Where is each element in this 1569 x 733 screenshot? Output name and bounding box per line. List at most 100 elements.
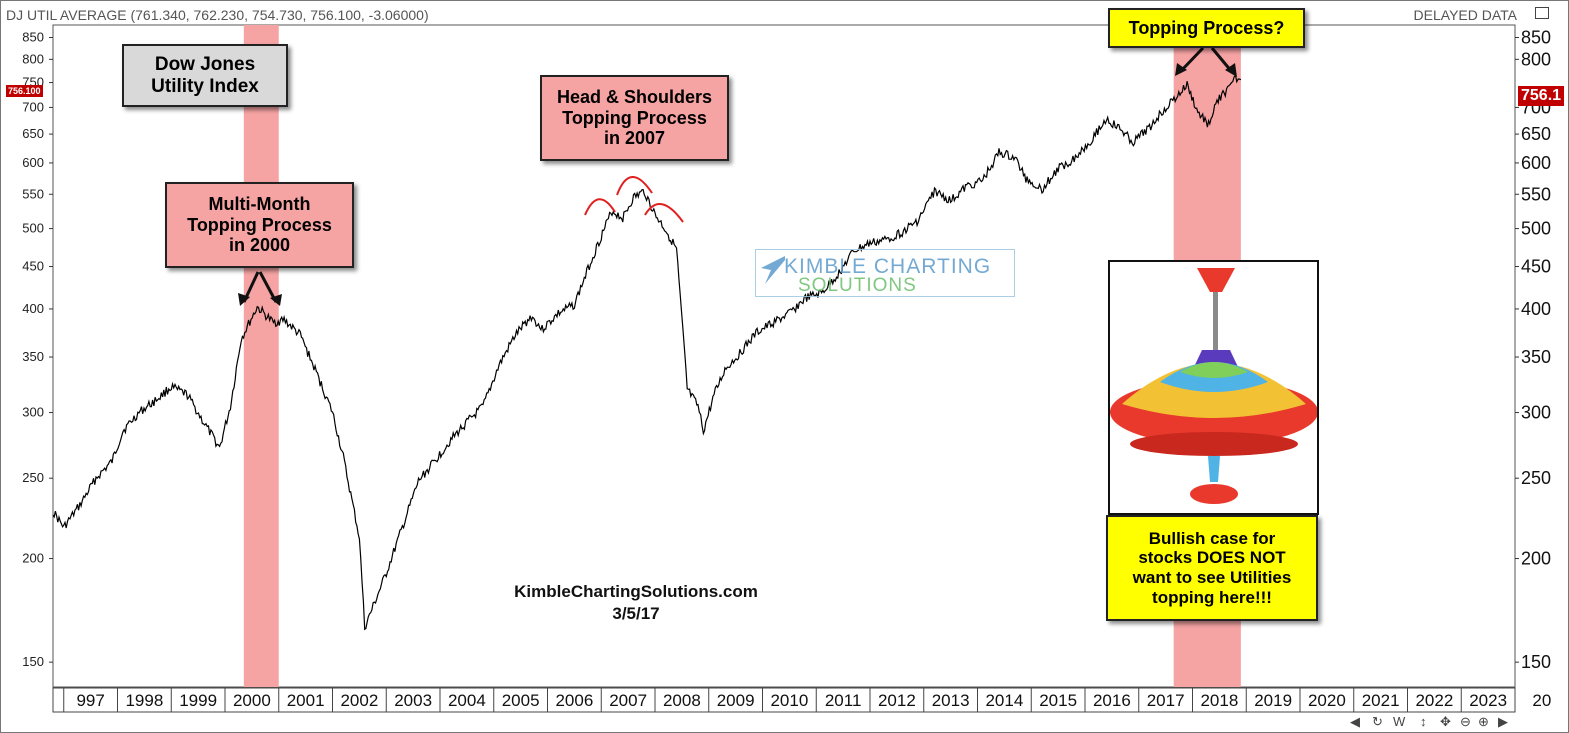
y-tick-left-label: 800 [22,51,44,66]
y-tick-right-label: 250 [1521,468,1551,488]
bullish-line4: topping here!!! [1152,587,1272,607]
y-tick-left-label: 300 [22,405,44,420]
bullish-case-callout: Bullish case for stocks DOES NOT want to… [1106,515,1318,621]
x-tick-label: 2002 [340,691,378,710]
bullish-line2: stocks DOES NOT [1138,548,1286,568]
arrowhead-top-left [1175,63,1187,76]
height-icon[interactable]: ↕ [1420,714,1427,729]
y-tick-right-label: 650 [1521,124,1551,144]
y-tick-right-label: 350 [1521,347,1551,367]
y-tick-right-label: 850 [1521,27,1551,47]
scroll-left-icon[interactable]: ◀ [1350,714,1360,729]
x-tick-label: 2012 [878,691,916,710]
y-tick-left-label: 200 [22,551,44,566]
y-tick-left-label: 400 [22,301,44,316]
axis-ticks-layer: 8508007507006506005505004504003503002502… [22,27,1551,713]
y-tick-left-label: 350 [22,349,44,364]
zoom-out-icon[interactable]: ⊖ [1460,714,1471,729]
x-tick-label: 2007 [609,691,647,710]
x-tick-label: 2017 [1147,691,1185,710]
x-tick-label: 997 [76,691,104,710]
watermark-line2: SOLUTIONS [798,275,917,296]
y-tick-left-label: 600 [22,155,44,170]
series-layer [52,74,1242,631]
y-tick-left-label: 850 [22,29,44,44]
scroll-right-icon[interactable]: ▶ [1498,714,1508,729]
highlight-band-0 [243,25,279,687]
y-tick-right-label: 550 [1521,184,1551,204]
move-icon[interactable]: ✥ [1440,714,1451,729]
chart-header-title: DJ UTIL AVERAGE (761.340, 762.230, 754.7… [6,7,429,23]
bullish-line3: want to see Utilities [1132,568,1292,587]
multi-month-line3: in 2000 [228,235,291,256]
x-tick-label: 2009 [717,691,755,710]
x-tick-label: 2020 [1308,691,1346,710]
y-tick-left-label: 150 [22,654,44,669]
y-tick-left-label: 250 [22,470,44,485]
delayed-data-label: DELAYED DATA [1413,7,1517,23]
x-tick-label: 2000 [233,691,271,710]
x-tick-label: 2011 [825,691,862,710]
head-arc [616,176,653,196]
dow-jones-line1: Dow Jones [154,53,256,75]
y-tick-right-label: 450 [1521,257,1551,277]
price-tag-right: 756.1 [1518,86,1565,106]
x-tick-label: 2021 [1362,691,1400,710]
head-shoulders-line1: Head & Shoulders [556,86,713,107]
y-tick-right-label: 500 [1521,219,1551,239]
x-tick-label: 2013 [932,691,970,710]
bullish-line1: Bullish case for [1148,528,1276,548]
x-tick-label: 2023 [1469,691,1507,710]
y-tick-right-label: 400 [1521,299,1551,319]
x-tick-label: 1999 [179,691,217,710]
x-tick-label: 2001 [287,691,325,710]
top-band-green [1180,362,1248,378]
top-spindle [1213,292,1218,350]
right-shoulder-arc [644,203,684,223]
x-axis-band [52,687,1516,713]
refresh-icon[interactable]: ↻ [1372,714,1383,729]
credit-date: 3/5/17 [612,604,660,623]
weekly-toggle-icon[interactable]: W [1393,714,1406,729]
zoom-in-icon[interactable]: ⊕ [1478,714,1489,729]
annotation-layer [238,46,1237,306]
top-stem [1208,456,1220,482]
x-tick-label: 2003 [394,691,432,710]
x-tick-label: 2019 [1254,691,1292,710]
head-shoulders-line3: in 2007 [603,128,666,149]
topping-process-callout: Topping Process? [1108,8,1305,48]
dow-jones-line2: Utility Index [151,75,259,97]
topping-process-text: Topping Process? [1128,17,1285,38]
x-tick-label: 2005 [502,691,540,710]
arrowhead-top-right [1225,63,1237,77]
x-tick-label: 2008 [663,691,701,710]
top-handle [1197,268,1235,292]
head-shoulders-line2: Topping Process [562,107,707,128]
spinning-top-photo [1108,260,1319,515]
spinning-top-toy-icon [1110,268,1318,504]
multi-month-callout: Multi-Month Topping Process in 2000 [165,182,354,268]
price-series-line [52,74,1242,631]
dow-jones-label: Dow Jones Utility Index [122,44,288,107]
x-tick-label: 2016 [1093,691,1131,710]
multi-month-line2: Topping Process [187,214,332,235]
arrowhead-2000-right [270,294,282,306]
y-tick-left-label: 550 [22,186,44,201]
x-tick-label: 2018 [1200,691,1238,710]
y-tick-right-label: 150 [1521,652,1551,672]
left-shoulder-arc [584,198,616,216]
price-tag-left: 756.100 [6,85,43,97]
x-tick-label: 2014 [985,691,1023,710]
top-foot [1190,484,1238,504]
x-tick-label: 1998 [125,691,163,710]
y-tick-right-label: 300 [1521,403,1551,423]
window-restore-icon[interactable] [1535,7,1549,19]
multi-month-line1: Multi-Month [208,193,311,214]
watermark-arrow-logo-icon [761,256,785,284]
x-tick-label: 2022 [1415,691,1453,710]
credit-site: KimbleChartingSolutions.com [514,582,758,601]
head-shoulders-callout: Head & Shoulders Topping Process in 2007 [540,75,729,161]
y-tick-left-label: 650 [22,126,44,141]
y-tick-left-label: 500 [22,221,44,236]
